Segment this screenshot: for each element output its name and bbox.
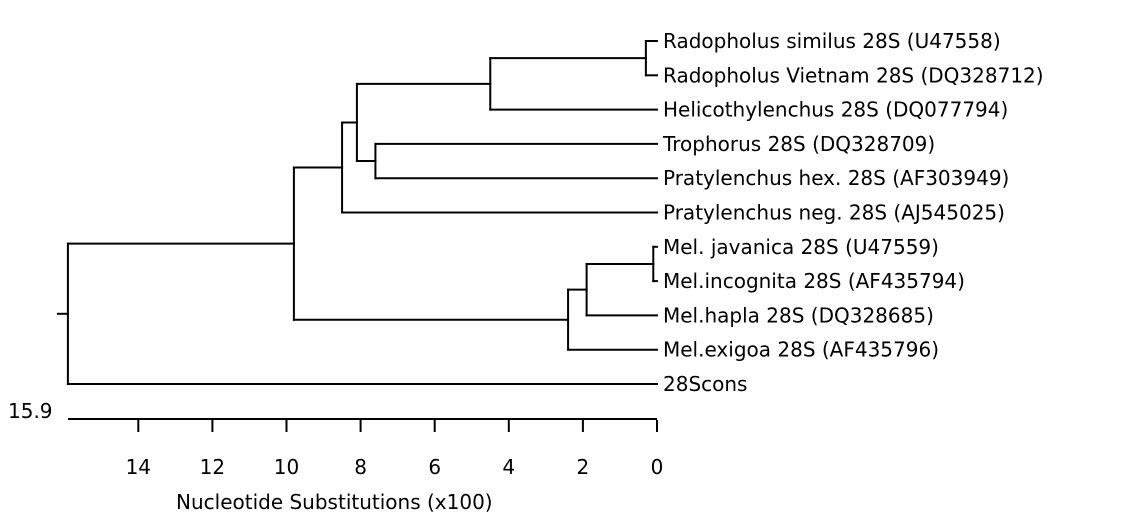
x-tick-label: 0 [651,455,664,479]
x-tick-label: 12 [200,455,225,479]
leaf-label: Radopholus similus 28S (U47558) [663,29,1001,53]
scale-bar-value: 15.9 [8,399,53,423]
x-axis-ticks: 14 12 10 8 6 4 2 0 [126,420,664,479]
leaf-labels: Radopholus similus 28S (U47558) Radopholu… [662,29,1044,396]
x-axis-title: Nucleotide Substitutions (x100) [176,490,493,514]
x-tick-label: 14 [126,455,151,479]
leaf-label: Mel.exigoa 28S (AF435796) [663,338,939,362]
x-tick-label: 4 [502,455,515,479]
x-tick-label: 8 [354,455,367,479]
leaf-label: Pratylenchus neg. 28S (AJ545025) [663,201,1005,225]
leaf-label: Mel. javanica 28S (U47559) [663,235,939,259]
leaf-label: Radopholus Vietnam 28S (DQ328712) [663,63,1044,87]
leaf-label: Helicothylenchus 28S (DQ077794) [663,98,1008,122]
scale-bar: 15.9 [8,399,657,423]
leaf-label: Pratylenchus hex. 28S (AF303949) [663,166,1009,190]
leaf-label: 28Scons [663,372,747,396]
leaf-label: Mel.incognita 28S (AF435794) [663,269,965,293]
leaf-label: Mel.hapla 28S (DQ328685) [663,303,934,327]
x-tick-label: 6 [428,455,441,479]
tree-branches [56,40,658,385]
x-tick-label: 10 [274,455,299,479]
leaf-label: Trophorus 28S (DQ328709) [662,132,935,156]
x-tick-label: 2 [577,455,590,479]
